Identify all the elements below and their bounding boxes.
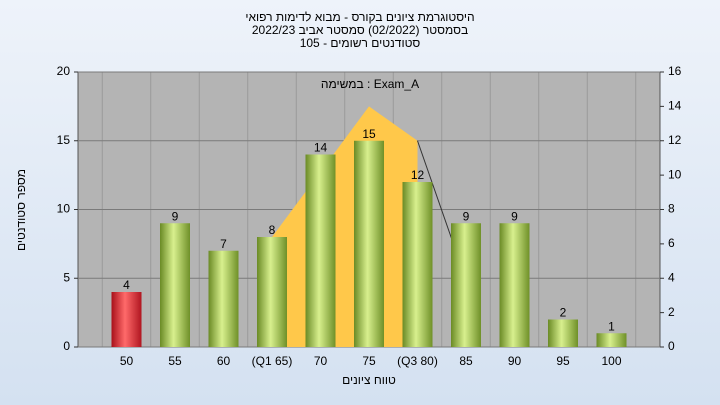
y2-tick-label: 12: [668, 133, 682, 147]
value-label: 9: [172, 209, 179, 223]
y2-tick-label: 14: [668, 99, 682, 113]
x-tick-label: 100: [601, 354, 621, 368]
bar: [111, 292, 142, 347]
annotation: במשימה : Exam_A: [321, 77, 419, 91]
y2-tick-label: 0: [668, 339, 675, 353]
y2-tick-label: 16: [668, 64, 682, 78]
value-label: 9: [511, 209, 518, 223]
bar: [402, 182, 433, 347]
x-tick-label: 50: [120, 354, 134, 368]
value-label: 7: [220, 237, 227, 251]
x-axis-label: טווח ציונים: [342, 373, 396, 387]
bar: [451, 223, 481, 347]
bar: [257, 237, 287, 347]
y2-tick-label: 10: [668, 167, 682, 181]
value-label: 15: [362, 127, 376, 141]
y-axis-label: מספר סטודנטים: [14, 169, 28, 251]
bar: [354, 140, 384, 347]
chart-subtitle: סטודנטים רשומים - 105: [300, 36, 421, 50]
bar: [305, 154, 336, 347]
y2-tick-label: 6: [668, 236, 675, 250]
x-tick-label: 85: [459, 354, 473, 368]
y2-tick-label: 2: [668, 305, 675, 319]
bar: [208, 250, 239, 347]
x-tick-label: (Q3 80): [397, 354, 438, 368]
x-tick-label: 70: [314, 354, 328, 368]
bar: [499, 223, 530, 347]
x-tick-label: 90: [508, 354, 522, 368]
y-tick-label: 10: [57, 202, 71, 216]
x-tick-label: 60: [217, 354, 231, 368]
bar: [596, 333, 627, 347]
value-label: 1: [608, 319, 615, 333]
value-label: 4: [123, 278, 130, 292]
bar: [160, 223, 190, 347]
y-tick-label: 0: [63, 339, 70, 353]
bar: [548, 319, 578, 347]
value-label: 12: [411, 168, 425, 182]
value-label: 8: [269, 223, 276, 237]
value-label: 14: [314, 141, 328, 155]
x-tick-label: 55: [168, 354, 182, 368]
value-label: 9: [463, 209, 470, 223]
chart-title: היסטוגרמת ציונים בקורס - מבוא לדימות רפו…: [245, 10, 474, 24]
y-tick-label: 20: [57, 64, 71, 78]
y-tick-label: 5: [63, 270, 70, 284]
y-tick-label: 15: [57, 133, 71, 147]
x-tick-label: 95: [556, 354, 570, 368]
y2-tick-label: 4: [668, 270, 675, 284]
x-tick-label: (Q1 65): [252, 354, 293, 368]
value-label: 2: [560, 306, 567, 320]
x-tick-label: 75: [362, 354, 376, 368]
y2-tick-label: 8: [668, 202, 675, 216]
chart-subtitle: בסמסטר (02/2022) סמסטר אביב 2022/23: [252, 23, 468, 37]
